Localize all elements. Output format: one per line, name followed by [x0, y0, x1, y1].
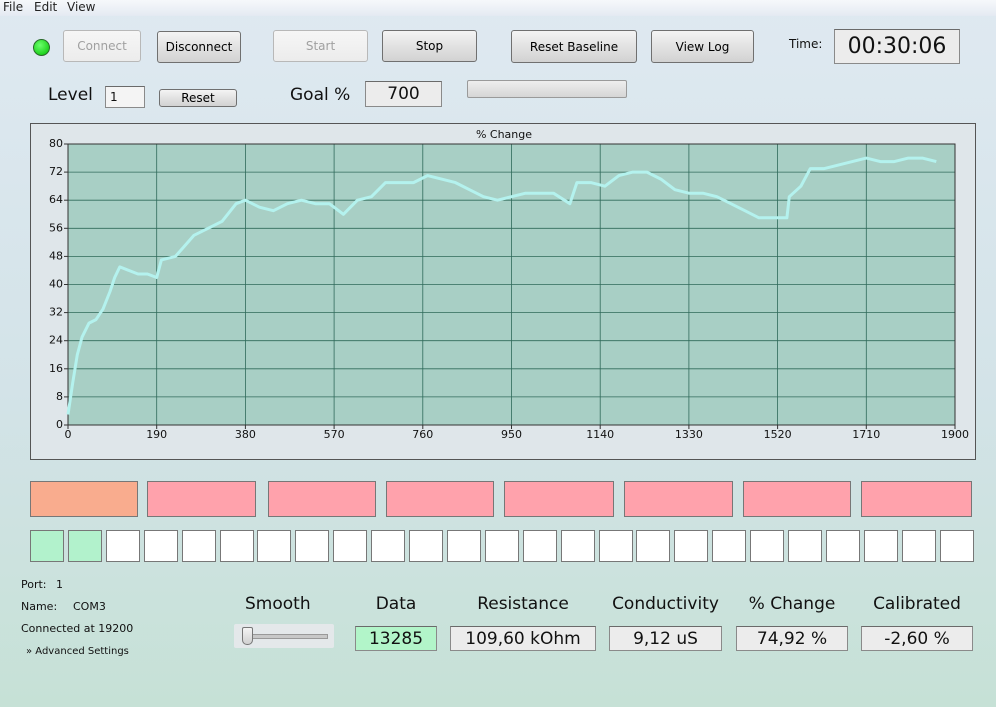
- connect-button[interactable]: Connect: [63, 30, 141, 62]
- readout-label: % Change: [748, 594, 836, 614]
- name-label: Name:: [21, 600, 58, 613]
- menu-bar: File Edit View: [0, 0, 996, 16]
- level-indicator: [147, 481, 256, 517]
- step-indicator: [598, 530, 633, 562]
- step-indicator: [863, 530, 898, 562]
- step-indicator: [636, 530, 671, 562]
- data-line: [66, 156, 937, 415]
- readout-value: 13285: [355, 626, 437, 651]
- step-indicator: [295, 530, 330, 562]
- readout-label: Data: [375, 594, 417, 614]
- step-indicator: [409, 530, 443, 562]
- menu-item[interactable]: Edit: [34, 0, 58, 14]
- step-indicator: [219, 530, 254, 562]
- x-tick-label: 1330: [675, 428, 703, 441]
- y-tick-label: 48: [49, 249, 63, 262]
- chart: % Change 0 8 16 24 32 40 48 56 64 72 80 0 190 380 570 7…: [30, 123, 976, 460]
- menu-item[interactable]: File: [3, 0, 24, 14]
- advanced-settings-text[interactable]: Advanced Settings: [35, 646, 129, 657]
- step-indicator: [105, 530, 140, 562]
- time-display: 00:30:06: [834, 29, 960, 64]
- status-led: [33, 39, 50, 56]
- port-value: 1: [56, 578, 63, 591]
- y-tick-label: 32: [49, 306, 63, 319]
- x-tick-label: 380: [235, 428, 256, 441]
- smooth-slider[interactable]: [234, 624, 334, 648]
- level-label: Level: [48, 85, 93, 105]
- time-label: Time:: [789, 37, 823, 51]
- port-label: Port:: [21, 578, 47, 591]
- step-indicator: [371, 530, 406, 562]
- readout-value: 109,60 kOhm: [450, 626, 596, 651]
- step-indicator: [788, 530, 822, 562]
- readout-value: 74,92 %: [736, 626, 848, 651]
- step-indicator: [446, 530, 481, 562]
- menu-item[interactable]: View: [67, 0, 96, 14]
- connection-status: Connected at 19200: [21, 622, 134, 635]
- step-indicator: [674, 530, 709, 562]
- name-value: COM3: [73, 600, 106, 613]
- readout-label: Resistance: [477, 594, 569, 614]
- level-indicator: [504, 481, 614, 517]
- step-indicator: [522, 530, 557, 562]
- goal-input[interactable]: 700: [365, 81, 442, 107]
- step-indicator: [712, 530, 747, 562]
- x-tick-label: 760: [412, 428, 433, 441]
- y-tick-label: 56: [49, 221, 63, 234]
- level-input[interactable]: 1: [105, 86, 145, 108]
- step-indicator: [181, 530, 216, 562]
- step-indicator: [143, 530, 178, 562]
- chart-title: % Change: [476, 128, 532, 141]
- level-indicator: [861, 481, 972, 517]
- level-indicator: [743, 481, 851, 517]
- step-indicator: [484, 530, 519, 562]
- start-button[interactable]: Start: [273, 30, 368, 62]
- x-tick-label: 1710: [852, 428, 880, 441]
- plot-border: [67, 143, 956, 426]
- disconnect-button[interactable]: Disconnect: [157, 31, 241, 63]
- y-tick-label: 16: [49, 362, 63, 375]
- readout-value: -2,60 %: [861, 626, 973, 651]
- level-indicator: [30, 481, 138, 517]
- x-tick-label: 570: [324, 428, 345, 441]
- level-indicator: [624, 481, 733, 517]
- stop-button[interactable]: Stop: [382, 30, 477, 62]
- reset-baseline-button[interactable]: Reset Baseline: [511, 30, 637, 63]
- level-indicator: [268, 481, 376, 517]
- step-indicator: [560, 530, 595, 562]
- x-tick-label: 190: [146, 428, 167, 441]
- x-tick-label: 1900: [941, 428, 969, 441]
- x-tick-label: 1140: [586, 428, 614, 441]
- advanced-settings-toggle[interactable]: » Advanced Settings: [26, 646, 129, 657]
- step-indicator: [257, 530, 292, 562]
- step-indicator: [333, 530, 368, 562]
- readout-label: Calibrated: [873, 594, 961, 614]
- y-tick-label: 8: [56, 390, 63, 403]
- y-tick-label: 24: [49, 334, 63, 347]
- step-indicator: [825, 530, 860, 562]
- goal-label: Goal %: [290, 85, 351, 105]
- y-tick-label: 64: [49, 193, 63, 206]
- smooth-label: Smooth: [245, 594, 311, 614]
- level-reset-button[interactable]: Reset: [159, 89, 237, 107]
- step-indicator: [750, 530, 785, 562]
- step-indicator: [67, 530, 102, 562]
- x-tick-label: 950: [501, 428, 522, 441]
- x-tick-label: 1520: [764, 428, 792, 441]
- y-tick-label: 72: [49, 165, 63, 178]
- progress-bar: [467, 80, 627, 98]
- y-tick-label: 0: [56, 418, 63, 431]
- view-log-button[interactable]: View Log: [651, 30, 754, 63]
- x-tick-label: 0: [65, 428, 72, 441]
- level-indicator: [386, 481, 494, 517]
- y-tick-label: 40: [49, 278, 63, 291]
- readout-value: 9,12 uS: [609, 626, 722, 651]
- y-tick-label: 80: [49, 137, 63, 150]
- step-indicator: [30, 530, 64, 562]
- readout-label: Conductivity: [612, 594, 719, 614]
- step-indicator: [901, 530, 936, 562]
- step-indicator: [939, 530, 974, 562]
